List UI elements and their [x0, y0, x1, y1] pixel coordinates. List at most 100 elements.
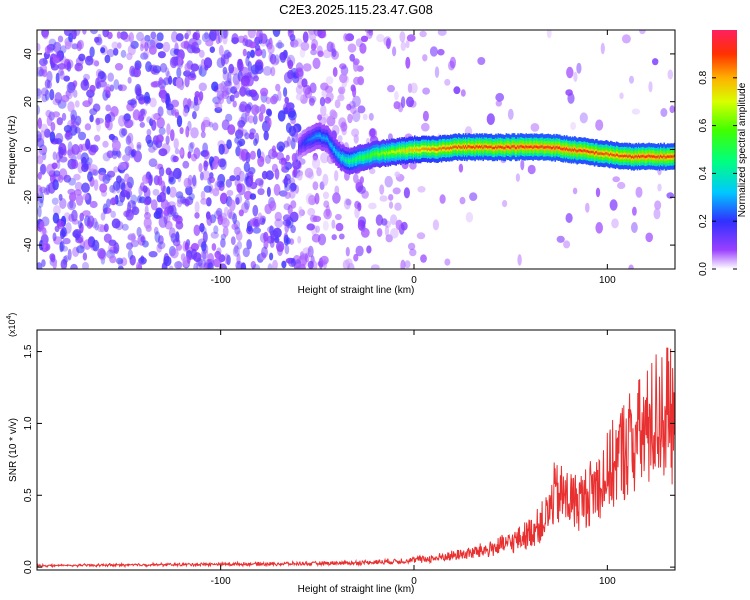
- ridge-cell: [635, 154, 638, 158]
- ridge-cell: [439, 146, 442, 150]
- heatmap-cell: [162, 77, 170, 86]
- heatmap-cell: [167, 201, 177, 208]
- ridge-cell: [562, 148, 565, 151]
- heatmap-cell: [80, 152, 89, 164]
- snr-y-label: SNR (10 * v/v): [8, 418, 19, 482]
- ridge-cell: [364, 156, 366, 159]
- heatmap-cell: [37, 88, 41, 97]
- heatmap-cell: [437, 48, 445, 56]
- heatmap-cell: [275, 42, 285, 49]
- ridge-cell: [409, 148, 411, 151]
- heatmap-cell: [306, 223, 316, 231]
- heatmap-cell: [335, 222, 344, 232]
- heatmap-cell: [338, 86, 346, 95]
- ridge-cell: [452, 146, 454, 149]
- heatmap-cell: [563, 240, 571, 249]
- heatmap-cell: [41, 241, 47, 249]
- heatmap-cell: [284, 183, 291, 192]
- heatmap-cell: [274, 54, 280, 65]
- heatmap-cell: [105, 174, 112, 181]
- heatmap-cell: [269, 239, 275, 248]
- heatmap-cell: [229, 94, 235, 102]
- ridge-cell: [311, 137, 314, 140]
- ridge-cell: [585, 150, 588, 153]
- heatmap-cell: [405, 40, 410, 49]
- heatmap-cell: [281, 160, 286, 172]
- ridge-cell: [424, 147, 426, 151]
- ridge-cell: [568, 148, 570, 152]
- colorbar: 0.0 0.2 0.4 0.6 0.8 Normalized spectral ampl…: [698, 30, 748, 276]
- heatmap-cell: [168, 75, 173, 85]
- x-tick-label: 100: [599, 275, 616, 286]
- heatmap-cell: [59, 228, 66, 240]
- ridge-cell: [588, 150, 590, 153]
- heatmap-cell: [111, 185, 117, 194]
- ridge-cell: [620, 154, 623, 158]
- heatmap-cell: [298, 158, 306, 165]
- heatmap-cell: [198, 163, 203, 173]
- ridge-cell: [501, 146, 503, 149]
- heatmap-cell: [213, 225, 219, 235]
- heatmap-cell: [157, 175, 163, 186]
- heatmap-cell: [199, 171, 204, 181]
- ridge-cell: [339, 156, 342, 159]
- heatmap-cell: [434, 66, 440, 78]
- ridge-cell: [670, 155, 672, 158]
- ridge-cell: [497, 145, 500, 148]
- heatmap-cell: [109, 184, 116, 193]
- ridge-cell: [376, 152, 379, 155]
- heatmap-cell: [50, 254, 56, 263]
- heatmap-cell: [66, 81, 76, 94]
- heatmap-cell: [246, 102, 253, 110]
- ridge-cell: [637, 154, 640, 158]
- heatmap-cell: [200, 190, 206, 201]
- heatmap-cell: [119, 31, 129, 40]
- ridge-cell: [605, 152, 607, 155]
- heatmap-cell: [71, 144, 80, 155]
- heatmap-cell: [203, 57, 213, 69]
- heatmap-cell: [132, 109, 141, 121]
- heatmap-cell: [156, 244, 162, 253]
- heatmap-cell: [201, 241, 207, 252]
- ridge-cell: [487, 146, 489, 149]
- ridge-cell: [632, 155, 634, 158]
- heatmap-cell: [448, 60, 455, 71]
- heatmap-cell: [186, 180, 192, 187]
- heatmap-cell: [175, 220, 184, 230]
- colorbar-tick-label: 0.2: [698, 214, 709, 228]
- heatmap-cell: [163, 255, 172, 267]
- heatmap-cell: [147, 139, 154, 148]
- heatmap-cell: [338, 233, 345, 240]
- ridge-cell: [395, 151, 397, 154]
- heatmap-cell: [394, 171, 401, 178]
- heatmap-cell: [284, 191, 291, 199]
- heatmap-cell: [93, 179, 99, 191]
- colorbar-tick-label: 0.6: [698, 118, 709, 132]
- heatmap-cell: [247, 60, 252, 72]
- heatmap-cell: [324, 97, 332, 104]
- heatmap-cell: [211, 243, 217, 251]
- heatmap-cell: [157, 51, 166, 59]
- heatmap-cell: [369, 128, 376, 138]
- heatmap-cell: [82, 100, 92, 108]
- ridge-cell: [407, 149, 409, 153]
- heatmap-cell: [100, 212, 106, 221]
- heatmap-cell: [52, 260, 57, 269]
- heatmap-cell: [77, 131, 87, 141]
- heatmap-cell: [654, 200, 662, 210]
- ridge-cell: [472, 146, 474, 149]
- snr-scale-base: (x10: [7, 319, 17, 337]
- ridge-cell: [503, 146, 505, 150]
- heatmap-cell: [103, 223, 109, 233]
- heatmap-cell: [322, 191, 330, 200]
- heatmap-cell: [95, 117, 101, 126]
- heatmap-cell: [116, 257, 124, 265]
- heatmap-cell: [277, 39, 283, 50]
- ridge-cell: [658, 156, 661, 159]
- heatmap-cell: [283, 87, 288, 98]
- heatmap-cell: [55, 72, 60, 84]
- ridge-cell: [332, 148, 335, 151]
- heatmap-cell: [109, 255, 117, 264]
- heatmap-cell: [244, 199, 250, 210]
- heatmap-cell: [54, 225, 60, 233]
